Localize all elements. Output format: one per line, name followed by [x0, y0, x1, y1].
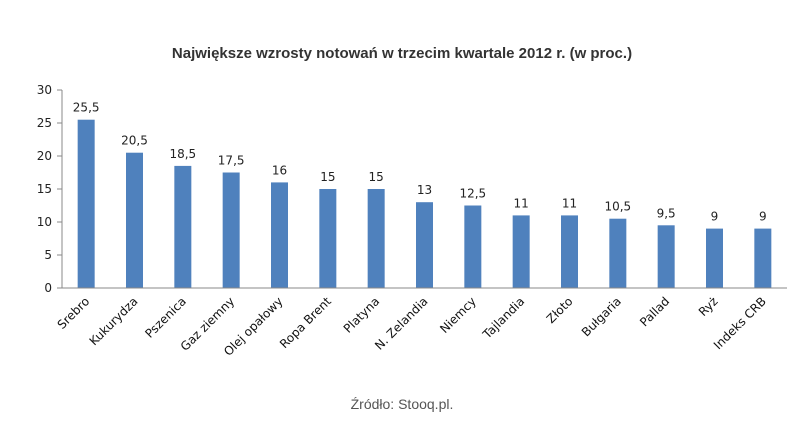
data-label: 11 [514, 196, 529, 210]
bar [416, 202, 433, 288]
data-label: 17,5 [218, 154, 245, 168]
data-label: 9 [759, 210, 767, 224]
category-label: Złoto [544, 294, 576, 326]
data-label: 13 [417, 183, 432, 197]
y-tick-label: 15 [37, 182, 52, 196]
bar [222, 172, 240, 288]
data-label: 16 [272, 163, 287, 177]
chart-title: Największe wzrosty notowań w trzecim kwa… [172, 45, 632, 62]
bar [512, 215, 530, 288]
bar [77, 119, 95, 288]
bar [367, 189, 385, 288]
bar [609, 218, 627, 288]
bar [126, 152, 143, 288]
bar [561, 215, 578, 288]
category-label: Bułgaria [579, 294, 624, 339]
data-label: 20,5 [121, 134, 148, 148]
category-label: Tajlandia [479, 294, 527, 342]
category-label: Kukurydza [87, 294, 141, 348]
category-label: Ryż [696, 294, 721, 319]
source-note: Źródło: Stooq.pl. [351, 396, 454, 412]
category-label: Srebro [55, 294, 93, 332]
category-label: Indeks CRB [711, 294, 769, 352]
data-label: 15 [369, 170, 384, 184]
bars-group [77, 119, 772, 288]
data-labels-group: 25,5 20,5 18,5 17,5 16 15 15 13 12,5 11 11 10,5 9,5 9… [73, 101, 767, 224]
y-tick-label: 10 [37, 215, 52, 229]
data-label: 18,5 [169, 147, 196, 161]
bar [271, 182, 288, 288]
bar [174, 165, 192, 288]
bar [657, 225, 675, 288]
bar [464, 205, 482, 288]
data-label: 15 [320, 170, 335, 184]
category-label: Platyna [341, 294, 383, 336]
category-label: Pallad [637, 294, 672, 329]
y-tick-label: 20 [37, 149, 52, 163]
bar [754, 228, 772, 288]
bar [706, 228, 723, 288]
data-label: 10,5 [604, 200, 631, 214]
y-tick-label: 0 [44, 281, 52, 295]
data-label: 9,5 [657, 206, 676, 220]
bar [319, 189, 337, 288]
category-label: Ropa Brent [277, 294, 334, 351]
data-label: 11 [562, 196, 577, 210]
y-tick-label: 5 [44, 248, 52, 262]
data-label: 9 [711, 210, 719, 224]
data-label: 25,5 [73, 101, 100, 115]
y-axis-ticks: 0 5 10 15 20 25 30 [37, 83, 62, 295]
category-label: Pszenica [142, 294, 189, 341]
data-label: 12,5 [459, 187, 486, 201]
y-tick-label: 25 [37, 116, 52, 130]
y-tick-label: 30 [37, 83, 52, 97]
category-label: Niemcy [437, 294, 479, 336]
